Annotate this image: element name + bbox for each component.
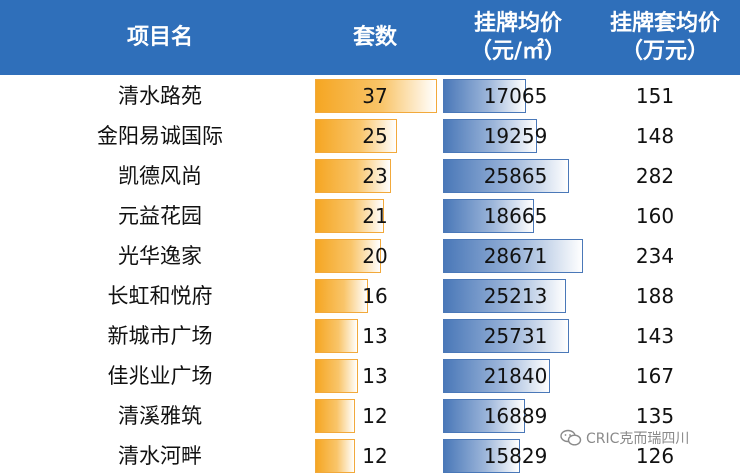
project-name: 清溪雅筑	[118, 404, 202, 428]
table-row: 清水河畔 12 15829 126	[0, 436, 740, 476]
price-bar	[443, 399, 525, 433]
sets-bar	[315, 439, 355, 473]
sets-value: 16	[362, 284, 388, 308]
price-value: 17065	[483, 84, 548, 108]
price-bar	[443, 279, 566, 313]
total-price-value: 160	[635, 204, 675, 228]
total-price-value: 126	[635, 444, 675, 468]
price-bar	[443, 239, 583, 273]
sets-value: 13	[362, 364, 388, 388]
sets-value: 12	[362, 444, 388, 468]
header-sets-label: 套数	[352, 24, 397, 50]
header-price-unit: （元/㎡）	[469, 38, 567, 64]
project-name: 新城市广场	[107, 324, 213, 348]
header-sets: 套数	[315, 0, 435, 75]
price-value: 28671	[483, 244, 548, 268]
wechat-icon	[560, 429, 582, 446]
price-value: 18665	[483, 204, 548, 228]
total-price-value: 135	[635, 404, 675, 428]
price-value: 19259	[483, 124, 548, 148]
sets-value: 37	[362, 84, 388, 108]
table-header: 项目名 套数 挂牌均价 （元/㎡） 挂牌套均价 （万元）	[0, 0, 740, 75]
header-name-label: 项目名	[126, 24, 193, 50]
total-price-value: 188	[635, 284, 675, 308]
project-name: 佳兆业广场	[107, 364, 213, 388]
watermark: CRIC克而瑞四川	[560, 428, 689, 448]
total-price-value: 282	[635, 164, 675, 188]
sets-bar	[315, 79, 437, 113]
price-bar	[443, 79, 526, 113]
table-row: 长虹和悦府 16 25213 188	[0, 276, 740, 316]
header-name: 项目名	[40, 0, 280, 75]
sets-bar	[315, 159, 391, 193]
price-value: 16889	[483, 404, 548, 428]
price-bar	[443, 359, 550, 393]
sets-bar	[315, 359, 358, 393]
table-row: 凯德风尚 23 25865 282	[0, 156, 740, 196]
price-value: 15829	[483, 444, 548, 468]
total-price-value: 151	[635, 84, 675, 108]
sets-bar	[315, 319, 358, 353]
project-name: 清水河畔	[118, 444, 202, 468]
sets-value: 21	[362, 204, 388, 228]
sets-bar	[315, 279, 368, 313]
price-bar	[443, 439, 520, 473]
sets-value: 13	[362, 324, 388, 348]
sets-bar	[315, 399, 355, 433]
project-name: 光华逸家	[118, 244, 202, 268]
project-name: 凯德风尚	[118, 164, 202, 188]
table-row: 光华逸家 20 28671 234	[0, 236, 740, 276]
price-bar	[443, 319, 569, 353]
sets-value: 20	[362, 244, 388, 268]
total-price-value: 148	[635, 124, 675, 148]
sets-value: 23	[362, 164, 388, 188]
price-bar	[443, 199, 534, 233]
header-total-unit: （万元）	[620, 38, 709, 64]
project-name: 元益花园	[118, 204, 202, 228]
price-bar	[443, 159, 569, 193]
table-row: 清溪雅筑 12 16889 135	[0, 396, 740, 436]
project-name: 金阳易诚国际	[97, 124, 223, 148]
price-bar	[443, 119, 537, 153]
price-value: 25865	[483, 164, 548, 188]
header-price: 挂牌均价 （元/㎡）	[443, 0, 593, 75]
header-price-label: 挂牌均价	[473, 10, 562, 36]
total-price-value: 234	[635, 244, 675, 268]
total-price-value: 143	[635, 324, 675, 348]
price-value: 25213	[483, 284, 548, 308]
total-price-value: 167	[635, 364, 675, 388]
table-row: 元益花园 21 18665 160	[0, 196, 740, 236]
watermark-text: CRIC克而瑞四川	[586, 431, 690, 447]
sets-bar	[315, 119, 397, 153]
table-row: 金阳易诚国际 25 19259 148	[0, 116, 740, 156]
sets-value: 25	[362, 124, 388, 148]
header-total: 挂牌套均价 （万元）	[595, 0, 735, 75]
table-row: 佳兆业广场 13 21840 167	[0, 356, 740, 396]
price-value: 25731	[483, 324, 548, 348]
table-row: 清水路苑 37 17065 151	[0, 76, 740, 116]
header-total-label: 挂牌套均价	[609, 10, 720, 36]
project-name: 清水路苑	[118, 84, 202, 108]
sets-bar	[315, 199, 384, 233]
price-value: 21840	[483, 364, 548, 388]
sets-value: 12	[362, 404, 388, 428]
sets-bar	[315, 239, 381, 273]
table-row: 新城市广场 13 25731 143	[0, 316, 740, 356]
project-name: 长虹和悦府	[107, 284, 213, 308]
